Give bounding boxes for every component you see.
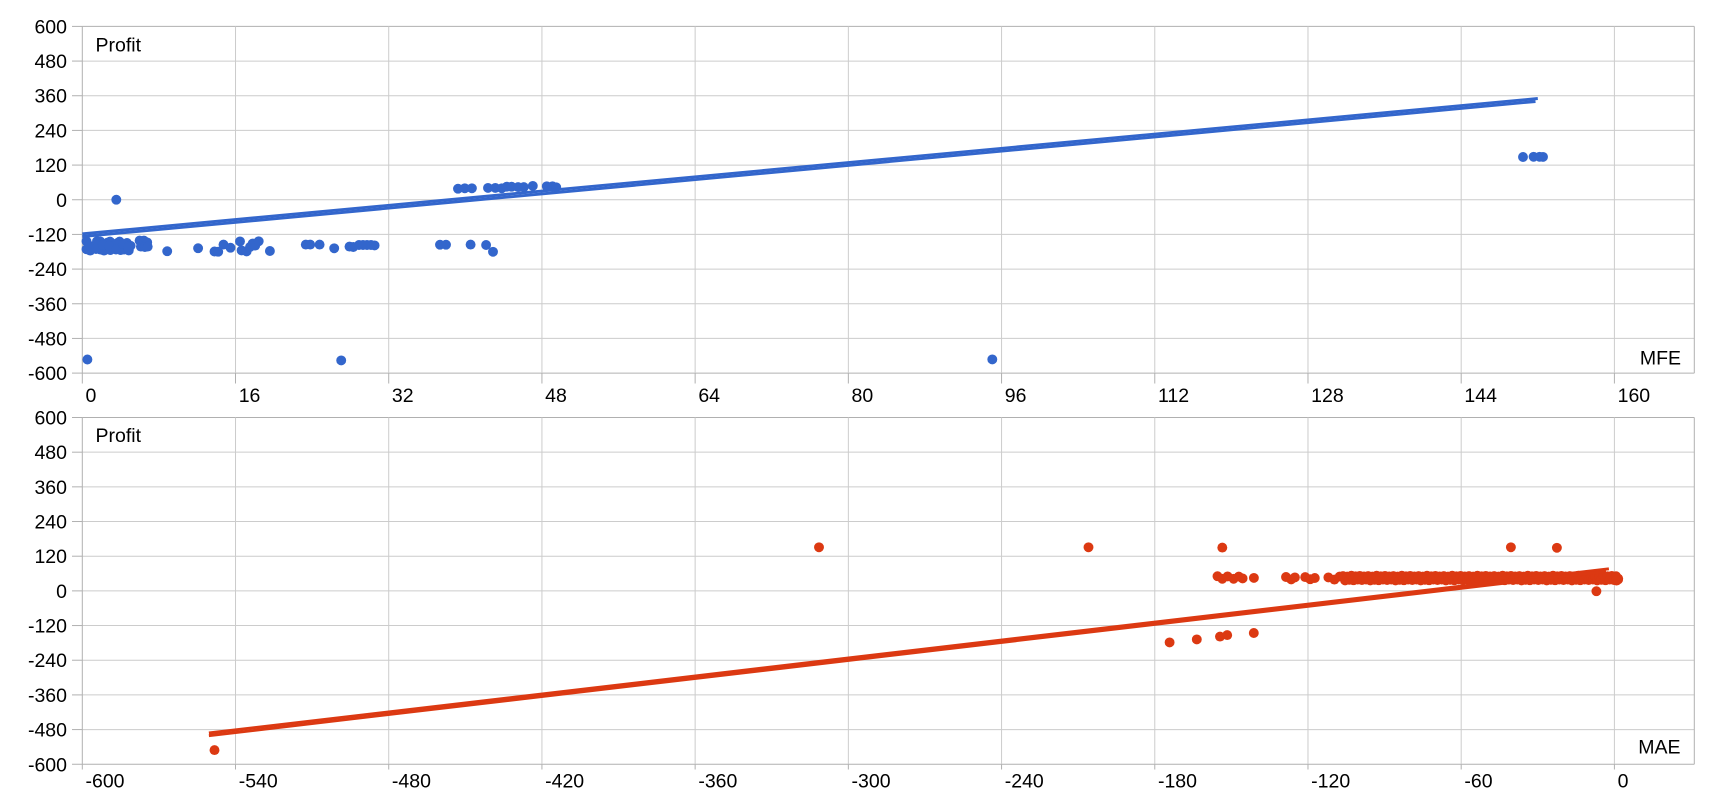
svg-text:0: 0 [86, 385, 97, 407]
svg-text:360: 360 [34, 86, 67, 108]
svg-text:120: 120 [34, 546, 67, 568]
svg-text:-600: -600 [28, 363, 67, 385]
svg-text:Profit: Profit [96, 425, 142, 447]
svg-text:-180: -180 [1158, 771, 1197, 793]
svg-text:-480: -480 [392, 771, 431, 793]
svg-text:-120: -120 [1311, 771, 1350, 793]
svg-text:-420: -420 [545, 771, 584, 793]
svg-text:-360: -360 [28, 294, 67, 316]
svg-text:MFE: MFE [1640, 348, 1681, 370]
svg-text:112: 112 [1158, 385, 1189, 407]
svg-text:-480: -480 [28, 720, 67, 742]
svg-text:120: 120 [34, 155, 67, 177]
svg-text:0: 0 [56, 581, 67, 603]
svg-text:128: 128 [1311, 385, 1344, 407]
svg-text:-600: -600 [86, 771, 125, 793]
svg-text:240: 240 [34, 512, 67, 534]
svg-text:-360: -360 [28, 685, 67, 707]
svg-text:48: 48 [545, 385, 567, 407]
svg-text:-540: -540 [239, 771, 278, 793]
svg-text:80: 80 [852, 385, 874, 407]
svg-text:-300: -300 [852, 771, 891, 793]
svg-text:-120: -120 [28, 616, 67, 638]
svg-text:0: 0 [1618, 771, 1629, 793]
svg-text:-600: -600 [28, 754, 67, 776]
svg-text:16: 16 [239, 385, 261, 407]
svg-text:600: 600 [34, 16, 67, 38]
svg-text:-480: -480 [28, 328, 67, 350]
svg-text:160: 160 [1618, 385, 1651, 407]
svg-text:-360: -360 [698, 771, 737, 793]
svg-text:64: 64 [698, 385, 720, 407]
svg-text:144: 144 [1464, 385, 1497, 407]
svg-text:600: 600 [34, 408, 67, 430]
svg-text:-240: -240 [28, 259, 67, 281]
svg-text:-240: -240 [28, 650, 67, 672]
svg-text:32: 32 [392, 385, 414, 407]
svg-text:-60: -60 [1464, 771, 1492, 793]
svg-text:-120: -120 [28, 224, 67, 246]
svg-text:480: 480 [34, 442, 67, 464]
svg-text:480: 480 [34, 51, 67, 73]
svg-text:96: 96 [1005, 385, 1027, 407]
svg-text:-240: -240 [1005, 771, 1044, 793]
svg-text:360: 360 [34, 477, 67, 499]
svg-text:0: 0 [56, 190, 67, 212]
svg-text:240: 240 [34, 120, 67, 142]
svg-text:MAE: MAE [1638, 737, 1680, 759]
svg-text:Profit: Profit [96, 35, 142, 57]
